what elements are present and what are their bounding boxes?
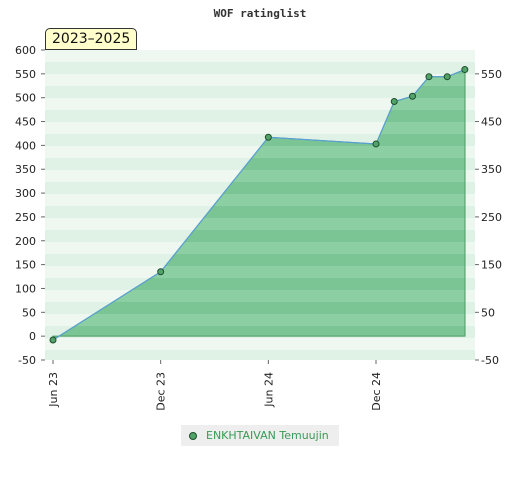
background-band bbox=[45, 122, 475, 134]
y-tick-label-left: 500 bbox=[15, 92, 36, 105]
data-point bbox=[461, 66, 469, 74]
chart-title: WOF ratinglist bbox=[214, 7, 307, 20]
data-point bbox=[408, 92, 416, 100]
y-tick-label-left: 50 bbox=[22, 306, 36, 319]
y-tick-label-right: 350 bbox=[481, 163, 502, 176]
legend-series-label: ENKHTAIVAN Temuujin bbox=[206, 429, 329, 442]
y-tick-label-left: 600 bbox=[15, 44, 36, 57]
data-point bbox=[372, 140, 380, 148]
y-tick-label-right: 50 bbox=[481, 306, 495, 319]
y-tick-label-right: 450 bbox=[481, 116, 502, 129]
background-band bbox=[45, 98, 475, 110]
area-band bbox=[53, 290, 465, 302]
y-tick-label-left: 400 bbox=[15, 139, 36, 152]
y-tick-label-left: 150 bbox=[15, 259, 36, 272]
x-tick-label: Jun 24 bbox=[262, 372, 275, 408]
y-tick-label-left: 550 bbox=[15, 68, 36, 81]
area-band bbox=[53, 302, 465, 314]
background-band bbox=[45, 338, 475, 350]
axes: -50 0 50 100 150 200 250 300 350 400 450 500 550 600 -… bbox=[15, 44, 502, 411]
y-tick-label-left: 200 bbox=[15, 235, 36, 248]
legend[interactable]: ENKHTAIVAN Temuujin bbox=[181, 425, 339, 446]
data-point bbox=[443, 73, 451, 81]
y-tick-label-right: 150 bbox=[481, 259, 502, 272]
area-band bbox=[53, 314, 465, 326]
y-tick-label-right: 250 bbox=[481, 211, 502, 224]
y-tick-label-left: 300 bbox=[15, 187, 36, 200]
data-point bbox=[49, 336, 57, 344]
y-tick-label-left: 100 bbox=[15, 282, 36, 295]
y-tick-label-left: 250 bbox=[15, 211, 36, 224]
background-band bbox=[45, 350, 475, 360]
legend-marker bbox=[189, 432, 197, 440]
area-band bbox=[53, 278, 465, 290]
y-tick-label-left: -50 bbox=[18, 354, 36, 367]
area-band bbox=[53, 326, 465, 338]
data-point bbox=[390, 98, 398, 106]
period-badge: 2023–2025 bbox=[45, 28, 138, 50]
background-band bbox=[45, 50, 475, 62]
y-tick-label-left: 350 bbox=[15, 163, 36, 176]
x-tick-label: Jun 23 bbox=[47, 372, 60, 408]
y-tick-label-left: 450 bbox=[15, 116, 36, 129]
x-tick-label: Dec 23 bbox=[155, 372, 168, 411]
background-band bbox=[45, 74, 475, 86]
data-point bbox=[157, 268, 165, 276]
y-tick-label-right: -50 bbox=[481, 354, 499, 367]
y-tick-label-right: 550 bbox=[481, 68, 502, 81]
data-point bbox=[264, 133, 272, 141]
y-tick-label-left: 0 bbox=[29, 330, 36, 343]
data-points bbox=[49, 66, 469, 344]
background-band bbox=[45, 86, 475, 98]
background-band bbox=[45, 62, 475, 74]
background-band bbox=[45, 110, 475, 122]
x-tick-label: Dec 24 bbox=[370, 372, 383, 411]
data-point bbox=[425, 73, 433, 81]
